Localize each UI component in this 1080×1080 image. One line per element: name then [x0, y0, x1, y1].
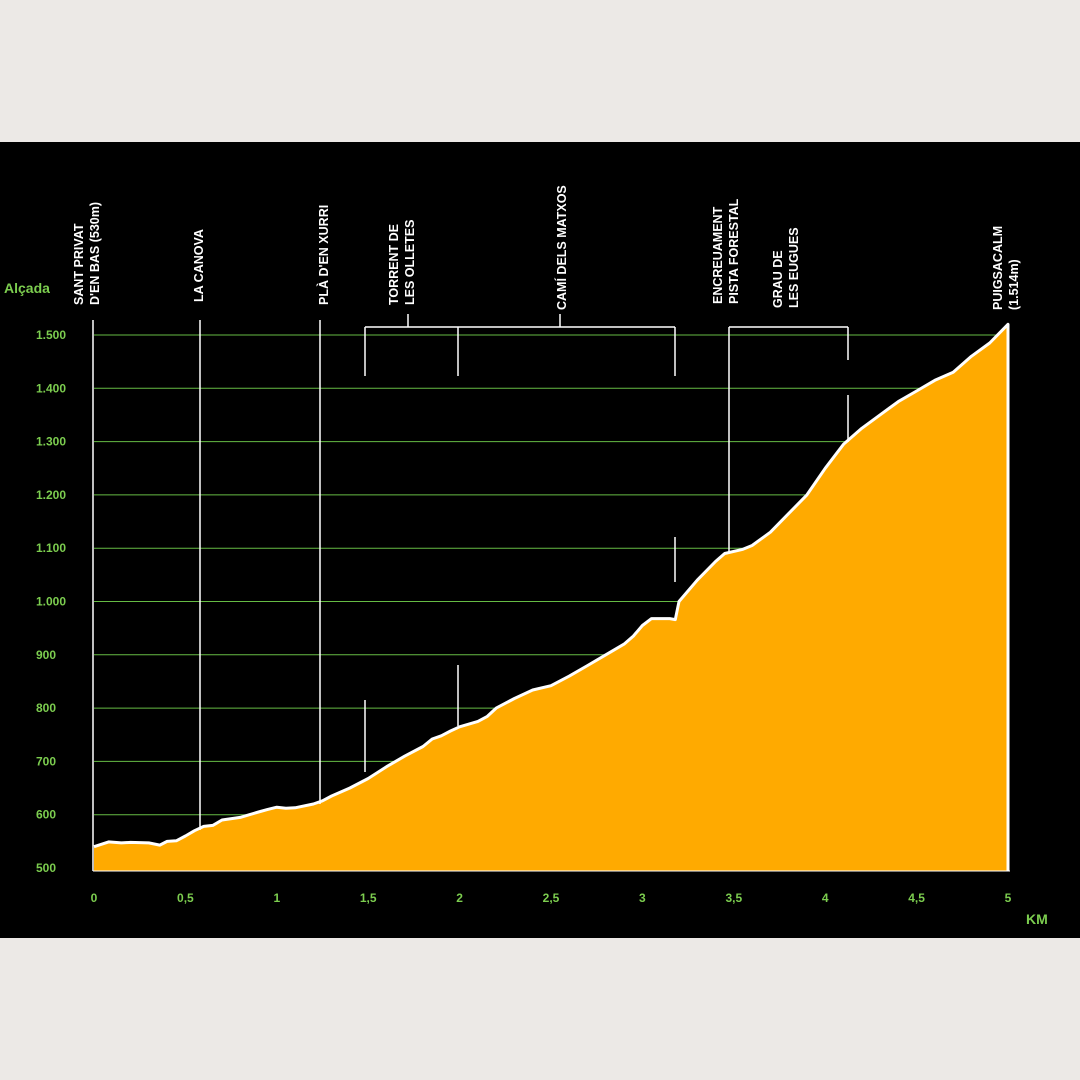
y-tick-label: 1.400: [36, 381, 66, 395]
x-axis-title: KM: [1026, 911, 1048, 927]
waypoint-labels: SANT PRIVAT D'EN BAS (530m) LA CANOVA PLÀ D…: [72, 185, 1021, 310]
waypoint-label-line: LA CANOVA: [192, 229, 206, 302]
waypoint-label: GRAU DE LES EUGUES: [771, 227, 801, 308]
x-tick-label: 2,5: [543, 891, 560, 905]
y-tick-label: 1.000: [36, 595, 66, 609]
y-tick-label: 1.200: [36, 488, 66, 502]
waypoint-label-line: D'EN BAS (530m): [88, 202, 102, 305]
waypoint-label: SANT PRIVAT D'EN BAS (530m): [72, 202, 102, 305]
waypoint-label: TORRENT DE LES OLLETES: [387, 220, 417, 305]
elevation-outline: [93, 322, 1010, 871]
elevation-area: [94, 324, 1008, 871]
waypoint-label-line: PISTA FORESTAL: [727, 198, 741, 304]
x-tick-label: 1: [273, 891, 280, 905]
x-tick-label: 0,5: [177, 891, 194, 905]
y-tick-label: 900: [36, 648, 56, 662]
x-tick-label: 3: [639, 891, 646, 905]
x-tick-label: 5: [1005, 891, 1012, 905]
waypoint-label-line: SANT PRIVAT: [72, 223, 86, 305]
y-tick-label: 700: [36, 754, 56, 768]
y-tick-label: 1.500: [36, 328, 66, 342]
y-axis-title: Alçada: [4, 280, 50, 296]
axes: Alçada KM 500 600 700 800 900 1.000 1.100 1.200…: [4, 280, 1048, 927]
x-tick-label: 1,5: [360, 891, 377, 905]
waypoint-label-line: TORRENT DE: [387, 224, 401, 305]
x-tick-label: 4,5: [908, 891, 925, 905]
y-tick-label: 1.100: [36, 541, 66, 555]
waypoint-label: ENCREUAMENT PISTA FORESTAL: [711, 198, 741, 304]
waypoint-label: PUIGSACALM (1.514m): [991, 226, 1021, 310]
x-tick-label: 3,5: [725, 891, 742, 905]
waypoint-label-line: LES OLLETES: [403, 220, 417, 305]
waypoint-label-line: PLÀ D'EN XURRI: [316, 205, 331, 305]
y-tick-label: 500: [36, 861, 56, 875]
x-tick-label: 0: [91, 891, 98, 905]
waypoint-label: LA CANOVA: [192, 229, 206, 302]
chart-panel: Alçada KM 500 600 700 800 900 1.000 1.100 1.200…: [0, 142, 1080, 938]
waypoint-label-line: (1.514m): [1007, 259, 1021, 310]
x-tick-label: 4: [822, 891, 829, 905]
waypoint-label: PLÀ D'EN XURRI: [316, 205, 331, 305]
y-tick-label: 1.300: [36, 435, 66, 449]
waypoint-label-line: PUIGSACALM: [991, 226, 1005, 310]
y-tick-label: 600: [36, 808, 56, 822]
profile-area-layer: [93, 322, 1010, 871]
gridlines: [94, 334, 1008, 816]
waypoint-label-line: LES EUGUES: [787, 227, 801, 308]
y-tick-label: 800: [36, 701, 56, 715]
waypoint-markers: [199, 314, 849, 830]
waypoint-label-line: ENCREUAMENT: [711, 206, 725, 304]
waypoint-label: CAMÍ DELS MATXOS: [554, 185, 569, 310]
waypoint-label-line: GRAU DE: [771, 250, 785, 308]
elevation-profile-chart: Alçada KM 500 600 700 800 900 1.000 1.100 1.200…: [4, 185, 1048, 927]
waypoint-label-line: CAMÍ DELS MATXOS: [554, 185, 569, 310]
x-tick-label: 2: [456, 891, 463, 905]
